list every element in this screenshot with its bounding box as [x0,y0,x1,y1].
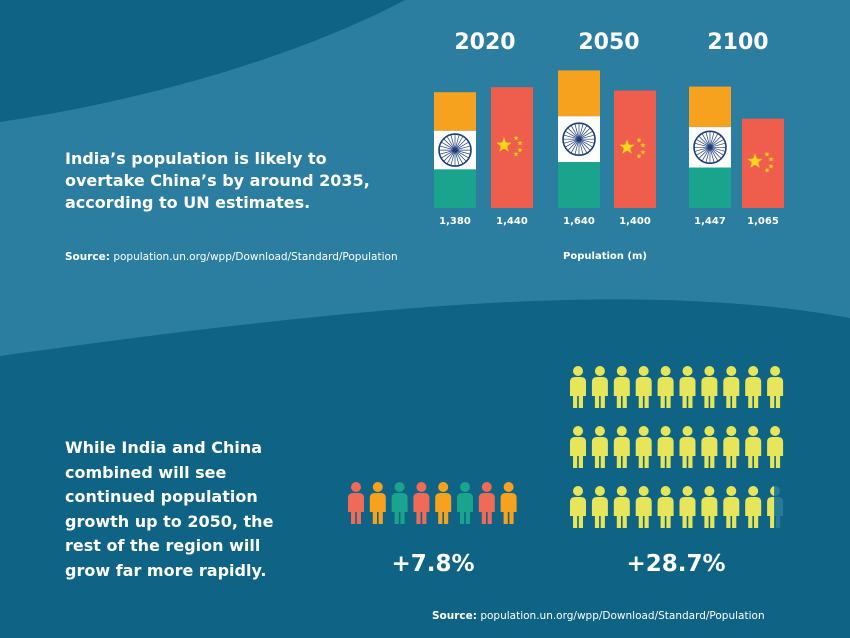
india-bar-2050 [558,70,600,208]
person-icon [570,486,586,528]
person-icon [679,486,696,528]
person-icon [657,486,674,528]
axis-title: Population (m) [563,251,647,262]
source-bottom: Source: population.un.org/wpp/Download/S… [432,610,765,622]
person-icon [635,486,652,528]
value-label-2020-china: 1,440 [496,216,528,227]
value-label-2020-india: 1,380 [439,216,471,227]
person-icon [500,482,517,524]
year-label-2100: 2100 [707,30,769,55]
person-icon [457,482,473,524]
value-label-2050-china: 1,400 [619,216,651,227]
person-icon [591,426,608,468]
person-icon [679,366,696,408]
person-icon [391,482,408,524]
person-icon [701,486,718,528]
person-icon [635,366,652,408]
china-bar-2050 [614,90,656,208]
ashoka-chakra-icon [562,122,596,157]
value-label-2050-india: 1,640 [563,216,595,227]
india-bar-2020 [434,92,476,208]
person-icon [613,426,630,468]
growth-paragraph: While India and China combined will see … [65,438,274,580]
india-china-growth-people [348,482,517,524]
china-stars-icon [619,137,646,159]
person-icon [657,426,674,468]
person-icon [591,366,608,408]
person-icon [701,426,718,468]
china-stars-icon [747,151,774,173]
headline: India’s population is likely to overtake… [65,149,370,212]
person-icon [767,426,784,468]
source-bottom-text: population.un.org/wpp/Download/Standard/… [476,610,765,622]
person-icon [348,482,364,524]
source-top-label: Source: [65,251,110,263]
year-label-2050: 2050 [578,30,640,55]
person-icon [745,486,762,528]
person-icon [745,426,762,468]
person-icon [635,426,652,468]
china-stars-icon [496,135,523,157]
rest-of-region-growth-people [570,366,784,528]
ashoka-chakra-icon [693,130,727,165]
source-bottom-label: Source: [432,610,477,622]
person-icon [657,366,674,408]
person-icon [767,366,784,408]
person-icon [701,366,718,408]
person-icon [767,486,775,528]
source-top-text: population.un.org/wpp/Download/Standard/… [109,251,398,263]
person-icon [591,486,608,528]
person-icon [745,366,762,408]
person-icon [723,426,740,468]
partial-person-icon [767,486,784,528]
source-top: Source: population.un.org/wpp/Download/S… [65,251,398,263]
ashoka-chakra-icon [438,133,472,167]
value-label-2100-india: 1,447 [694,216,726,227]
person-icon [723,486,740,528]
person-icon [679,426,696,468]
india-bar-2100 [689,86,731,208]
person-icon [435,482,452,524]
growth-percent-rest-of-region: +28.7% [626,551,726,577]
person-icon [570,426,586,468]
person-icon [723,366,740,408]
person-icon [613,366,630,408]
china-bar-2020 [491,87,533,208]
person-icon [369,482,386,524]
value-label-2100-china: 1,065 [747,216,779,227]
china-bar-2100 [742,118,784,208]
person-icon [413,482,430,524]
person-icon [570,366,586,408]
person-icon [478,482,495,524]
year-label-2020: 2020 [454,30,516,55]
growth-percent-india-china: +7.8% [391,551,475,577]
person-icon [613,486,630,528]
